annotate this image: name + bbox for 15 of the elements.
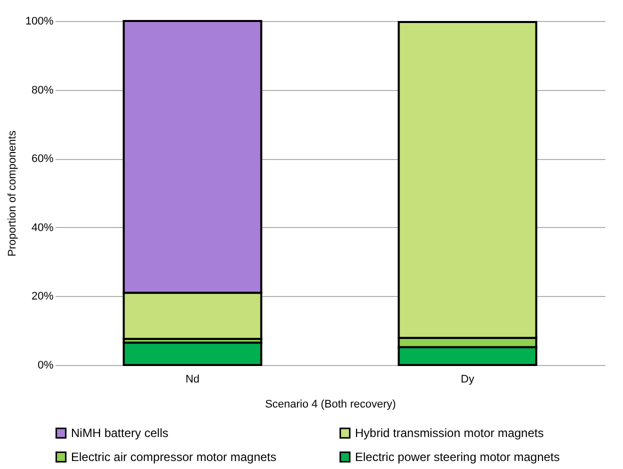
legend-label: Electric air compressor motor magnets — [71, 450, 276, 464]
x-axis-title: Scenario 4 (Both recovery) — [265, 398, 396, 410]
legend-label: Hybrid transmission motor magnets — [355, 426, 544, 440]
legend-label: NiMH battery cells — [71, 426, 168, 440]
y-tick-label: 60% — [31, 153, 54, 166]
bar — [122, 342, 262, 366]
y-tick-label: 80% — [31, 84, 54, 96]
legend-label: Electric power steering motor magnets — [355, 450, 560, 464]
x-tick-label: Nd — [185, 374, 200, 386]
y-tick-label: 20% — [31, 290, 54, 303]
y-tick-label: 40% — [31, 222, 54, 234]
y-tick-label: 0% — [38, 360, 54, 372]
y-axis-title: Proportion of components — [6, 130, 18, 256]
y-tick-label: 100% — [25, 16, 54, 28]
x-tick-label: Dy — [460, 374, 475, 386]
